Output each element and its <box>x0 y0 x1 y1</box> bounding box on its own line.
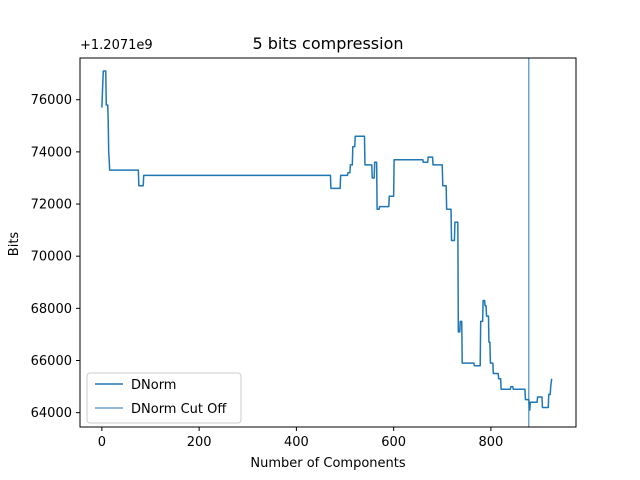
y-axis-offset-label: +1.2071e9 <box>80 38 153 53</box>
x-axis-ticks: 0 200 400 600 800 <box>98 427 503 450</box>
y-axis-ticks: 64000 66000 68000 70000 72000 74000 76000 <box>31 93 80 421</box>
legend-frame <box>86 372 242 424</box>
y-tick-label: 72000 <box>31 198 72 213</box>
plot-area <box>101 58 553 427</box>
y-tick-label: 76000 <box>31 93 72 108</box>
legend: DNorm DNorm Cut Off <box>86 372 242 424</box>
x-tick-label: 200 <box>187 435 212 450</box>
y-tick-label: 68000 <box>31 302 72 317</box>
series-line-dnorm <box>101 70 553 411</box>
y-tick-label: 70000 <box>31 250 72 265</box>
chart-title: 5 bits compression <box>252 34 403 53</box>
y-axis-label: Bits <box>7 232 22 257</box>
x-axis-label: Number of Components <box>250 456 405 471</box>
legend-label-dnorm: DNorm <box>131 378 176 393</box>
y-tick-label: 64000 <box>31 406 72 421</box>
y-tick-label: 66000 <box>31 354 72 369</box>
x-tick-label: 0 <box>98 435 106 450</box>
plot-frame <box>79 57 577 428</box>
y-tick-label: 74000 <box>31 145 72 160</box>
x-tick-label: 400 <box>284 435 309 450</box>
legend-label-dnorm-cut-off: DNorm Cut Off <box>131 402 227 417</box>
x-tick-label: 600 <box>381 435 406 450</box>
x-tick-label: 800 <box>478 435 503 450</box>
